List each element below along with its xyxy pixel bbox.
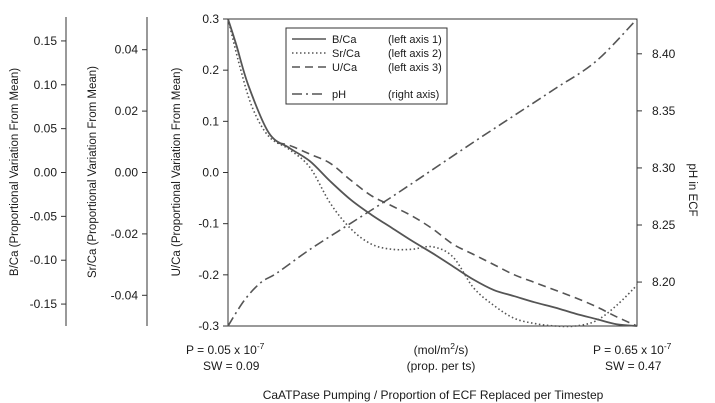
u-ca-tick-label: 0.1 xyxy=(202,114,219,128)
sr-ca-tick-label: -0.04 xyxy=(111,288,139,302)
u-ca-tick-label: -0.1 xyxy=(198,217,219,231)
sr-ca-axis-label: Sr/Ca (Proportional Variation From Mean) xyxy=(87,66,99,278)
x-left-annotation-line1: P = 0.05 x 10-7 xyxy=(186,341,265,357)
u-ca-tick-label: -0.3 xyxy=(198,319,219,333)
x-right-annotation-line2: SW = 0.47 xyxy=(605,359,662,373)
legend: B/Ca (left axis 1) Sr/Ca (left axis 2) U/Ca (… xyxy=(285,27,448,105)
x-left-p-exponent: -7 xyxy=(257,341,265,351)
b-ca-tick-label: -0.15 xyxy=(30,297,58,311)
u-ca-tick-label: 0.3 xyxy=(202,12,219,26)
sr-ca-tick-label: 0.02 xyxy=(115,104,139,118)
b-ca-axis-label: B/Ca (Proportional Variation From Mean) xyxy=(9,68,21,276)
legend-note-u-ca: (left axis 3) xyxy=(388,62,442,74)
series-layer xyxy=(227,18,638,328)
u-ca-tick-label: 0.0 xyxy=(202,166,219,180)
legend-note-b-ca: (left axis 1) xyxy=(388,34,442,46)
sr-ca-axis: 0.04 0.02 0.00 -0.02 -0.04 Sr/Ca (Proportion… xyxy=(87,17,148,326)
x-center-unit-pre: (mol/m xyxy=(414,343,451,357)
x-left-p-text: P = 0.05 x 10 xyxy=(186,343,257,357)
u-ca-ticks: 0.3 0.2 0.1 0.0 -0.1 -0.2 -0.3 xyxy=(198,12,228,333)
u-ca-axis-label: U/Ca (Proportional Variation From Mean) xyxy=(171,67,183,276)
b-ca-tick-label: 0.05 xyxy=(34,122,58,136)
u-ca-tick-label: -0.2 xyxy=(198,268,219,282)
x-center-unit-post: /s) xyxy=(455,343,468,357)
legend-label-ph: pH xyxy=(332,89,346,101)
sr-ca-ticks: 0.04 0.02 0.00 -0.02 -0.04 xyxy=(111,43,147,302)
legend-label-sr-ca: Sr/Ca xyxy=(332,48,361,60)
x-right-p-exponent: -7 xyxy=(664,341,672,351)
x-right-p-text: P = 0.65 x 10 xyxy=(593,343,664,357)
ph-axis-label: pH in ECF xyxy=(686,163,698,216)
legend-label-b-ca: B/Ca xyxy=(332,34,357,46)
ph-tick-label: 8.30 xyxy=(652,161,676,175)
b-ca-tick-label: -0.10 xyxy=(30,253,58,267)
b-ca-tick-label: 0.00 xyxy=(34,166,58,180)
ph-tick-label: 8.25 xyxy=(652,218,676,232)
x-center-annotation-line1: (mol/m2/s) xyxy=(414,341,469,357)
u-ca-axis: 0.3 0.2 0.1 0.0 -0.1 -0.2 -0.3 U/Ca (Proportio… xyxy=(171,12,228,333)
plot-frame xyxy=(227,18,638,327)
ph-tick-label: 8.35 xyxy=(652,104,676,118)
u-ca-tick-label: 0.2 xyxy=(202,63,219,77)
x-right-annotation-line1: P = 0.65 x 10-7 xyxy=(593,341,672,357)
sr-ca-tick-label: -0.02 xyxy=(111,227,139,241)
b-ca-tick-label: -0.05 xyxy=(30,209,58,223)
ph-ticks: 8.40 8.35 8.30 8.25 8.20 xyxy=(637,47,676,289)
legend-note-sr-ca: (left axis 2) xyxy=(388,48,442,60)
series-ph-line xyxy=(227,18,638,327)
sr-ca-tick-label: 0.04 xyxy=(115,43,139,57)
x-left-annotation-line2: SW = 0.09 xyxy=(203,359,260,373)
series-u-ca-line xyxy=(276,142,638,327)
legend-note-ph: (right axis) xyxy=(388,89,439,101)
x-center-annotation-line2: (prop. per ts) xyxy=(407,359,476,373)
legend-label-u-ca: U/Ca xyxy=(332,62,358,74)
series-sr-ca-line xyxy=(227,18,638,328)
x-annotations: P = 0.05 x 10-7 SW = 0.09 (mol/m2/s) (pr… xyxy=(186,341,672,373)
legend-box xyxy=(285,27,448,105)
b-ca-tick-label: 0.10 xyxy=(34,78,58,92)
b-ca-ticks: 0.15 0.10 0.05 0.00 -0.05 -0.10 -0.15 xyxy=(30,34,66,311)
sr-ca-tick-label: 0.00 xyxy=(115,166,139,180)
ph-tick-label: 8.20 xyxy=(652,275,676,289)
x-axis-label: CaATPase Pumping / Proportion of ECF Rep… xyxy=(263,388,604,402)
b-ca-tick-label: 0.15 xyxy=(34,34,58,48)
b-ca-axis: 0.15 0.10 0.05 0.00 -0.05 -0.10 -0.15 B/Ca (Pr… xyxy=(9,17,67,326)
x-center-unit-exp: 2 xyxy=(450,341,455,351)
ph-tick-label: 8.40 xyxy=(652,47,676,61)
ph-axis: 8.40 8.35 8.30 8.25 8.20 pH in ECF xyxy=(637,47,698,289)
